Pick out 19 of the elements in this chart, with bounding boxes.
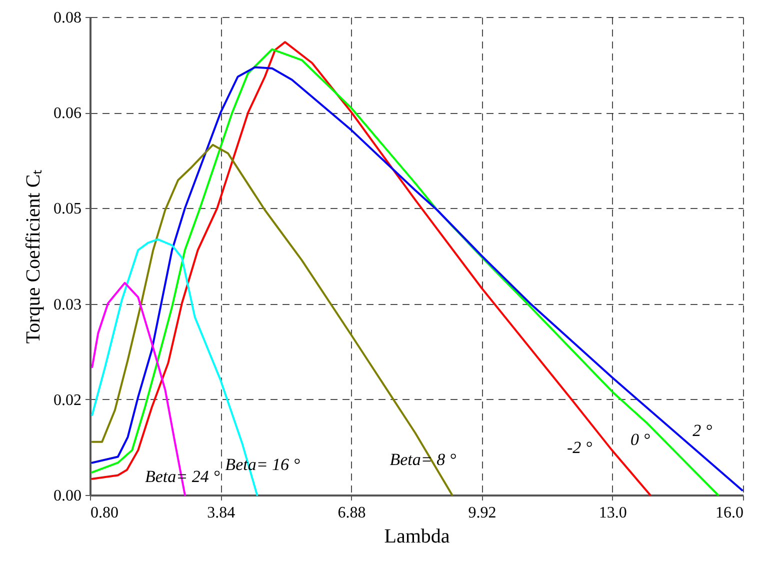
x-tick-label: 0.80: [90, 504, 118, 522]
y-tick-label: 0.06: [54, 105, 82, 122]
x-tick-label: 3.84: [207, 504, 236, 522]
y-tick-label: 0.02: [54, 392, 82, 409]
y-tick-label: 0.03: [54, 296, 82, 314]
series-label: 2 °: [692, 421, 712, 440]
series-label: 0 °: [630, 430, 650, 449]
series-label: -2 °: [566, 438, 592, 457]
y-tick-label: 0.08: [54, 10, 82, 26]
x-tick-label: 13.0: [598, 504, 627, 522]
series-label: Beta= 8 °: [390, 450, 456, 469]
line-series: [91, 282, 186, 496]
x-tick-label: 16.0: [716, 504, 744, 522]
y-tick-label: 0.00: [54, 488, 82, 504]
x-axis-title: Lambda: [384, 526, 450, 548]
y-axis-title: Torque Coefficient Cₜ: [22, 169, 44, 344]
x-tick-label: 6.88: [338, 504, 366, 522]
x-tick-label: 9.92: [468, 504, 496, 522]
y-tick-label: 0.05: [54, 200, 82, 218]
